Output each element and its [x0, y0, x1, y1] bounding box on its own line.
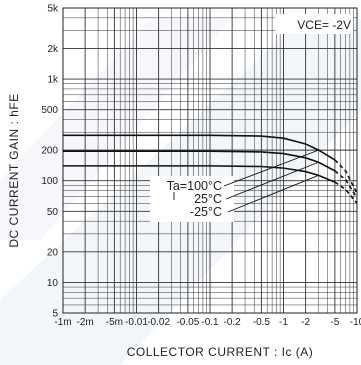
- y-tick-label: 20: [47, 247, 59, 258]
- annotation-bg: [150, 176, 234, 222]
- annotation-leader: [223, 149, 319, 187]
- temperature-annotation: Ta=100°C25°C-25°C: [150, 149, 319, 222]
- x-tick-label: -0.02: [147, 317, 170, 328]
- y-tick-label: 100: [41, 176, 58, 187]
- x-tick-label: -1: [279, 317, 288, 328]
- annotation-leader: [227, 174, 319, 213]
- x-tick-label: -0.05: [176, 317, 199, 328]
- y-tick-label: 5k: [47, 4, 59, 15]
- y-axis-label: DC CURRENT GAIN : hFE: [7, 93, 21, 247]
- plot-frame: [62, 7, 358, 314]
- annotation-label: Ta=100°C: [167, 179, 222, 193]
- minor-gridlines: [63, 8, 357, 313]
- annotation-label: -25°C: [190, 205, 222, 219]
- x-tick-label: -10: [350, 317, 361, 328]
- series-extrapolation: [334, 170, 358, 199]
- x-axis-label: COLLECTOR CURRENT : Ic (A): [127, 345, 314, 359]
- x-tick-label: -0.01: [125, 317, 148, 328]
- x-tick-labels: -1m -2m -5m -0.01 -0.02 -0.05 -0.1 -0.2 -0.5 -1 -2…: [54, 317, 361, 328]
- condition-label: VCE= -2V: [297, 18, 351, 32]
- annotation-label: 25°C: [194, 192, 222, 206]
- x-tick-label: -5: [330, 317, 339, 328]
- series-line: [63, 150, 336, 172]
- series-extrapolation: [334, 181, 358, 204]
- y-tick-label: 200: [41, 146, 58, 157]
- y-tick-label: 1k: [47, 75, 59, 86]
- y-tick-label: 500: [41, 105, 58, 116]
- x-tick-label: -1m: [54, 317, 71, 328]
- y-tick-label: 50: [47, 207, 59, 218]
- x-tick-label: -2m: [77, 317, 94, 328]
- x-tick-label: -0.5: [253, 317, 271, 328]
- x-tick-label: -2: [301, 317, 310, 328]
- y-tick-label: 2k: [47, 44, 59, 55]
- condition-label-bg: [275, 14, 353, 34]
- series-extrapolation: [334, 159, 358, 194]
- x-tick-label: -0.2: [224, 317, 242, 328]
- y-tick-label: 10: [47, 278, 59, 289]
- annotation-leader: [225, 161, 319, 200]
- y-tick-label: 5: [52, 309, 58, 320]
- y-tick-labels: 5 10 20 50 100 200 500 1k 2k 5k: [41, 4, 59, 320]
- x-tick-label: -5m: [106, 317, 123, 328]
- x-tick-label: -0.1: [201, 317, 219, 328]
